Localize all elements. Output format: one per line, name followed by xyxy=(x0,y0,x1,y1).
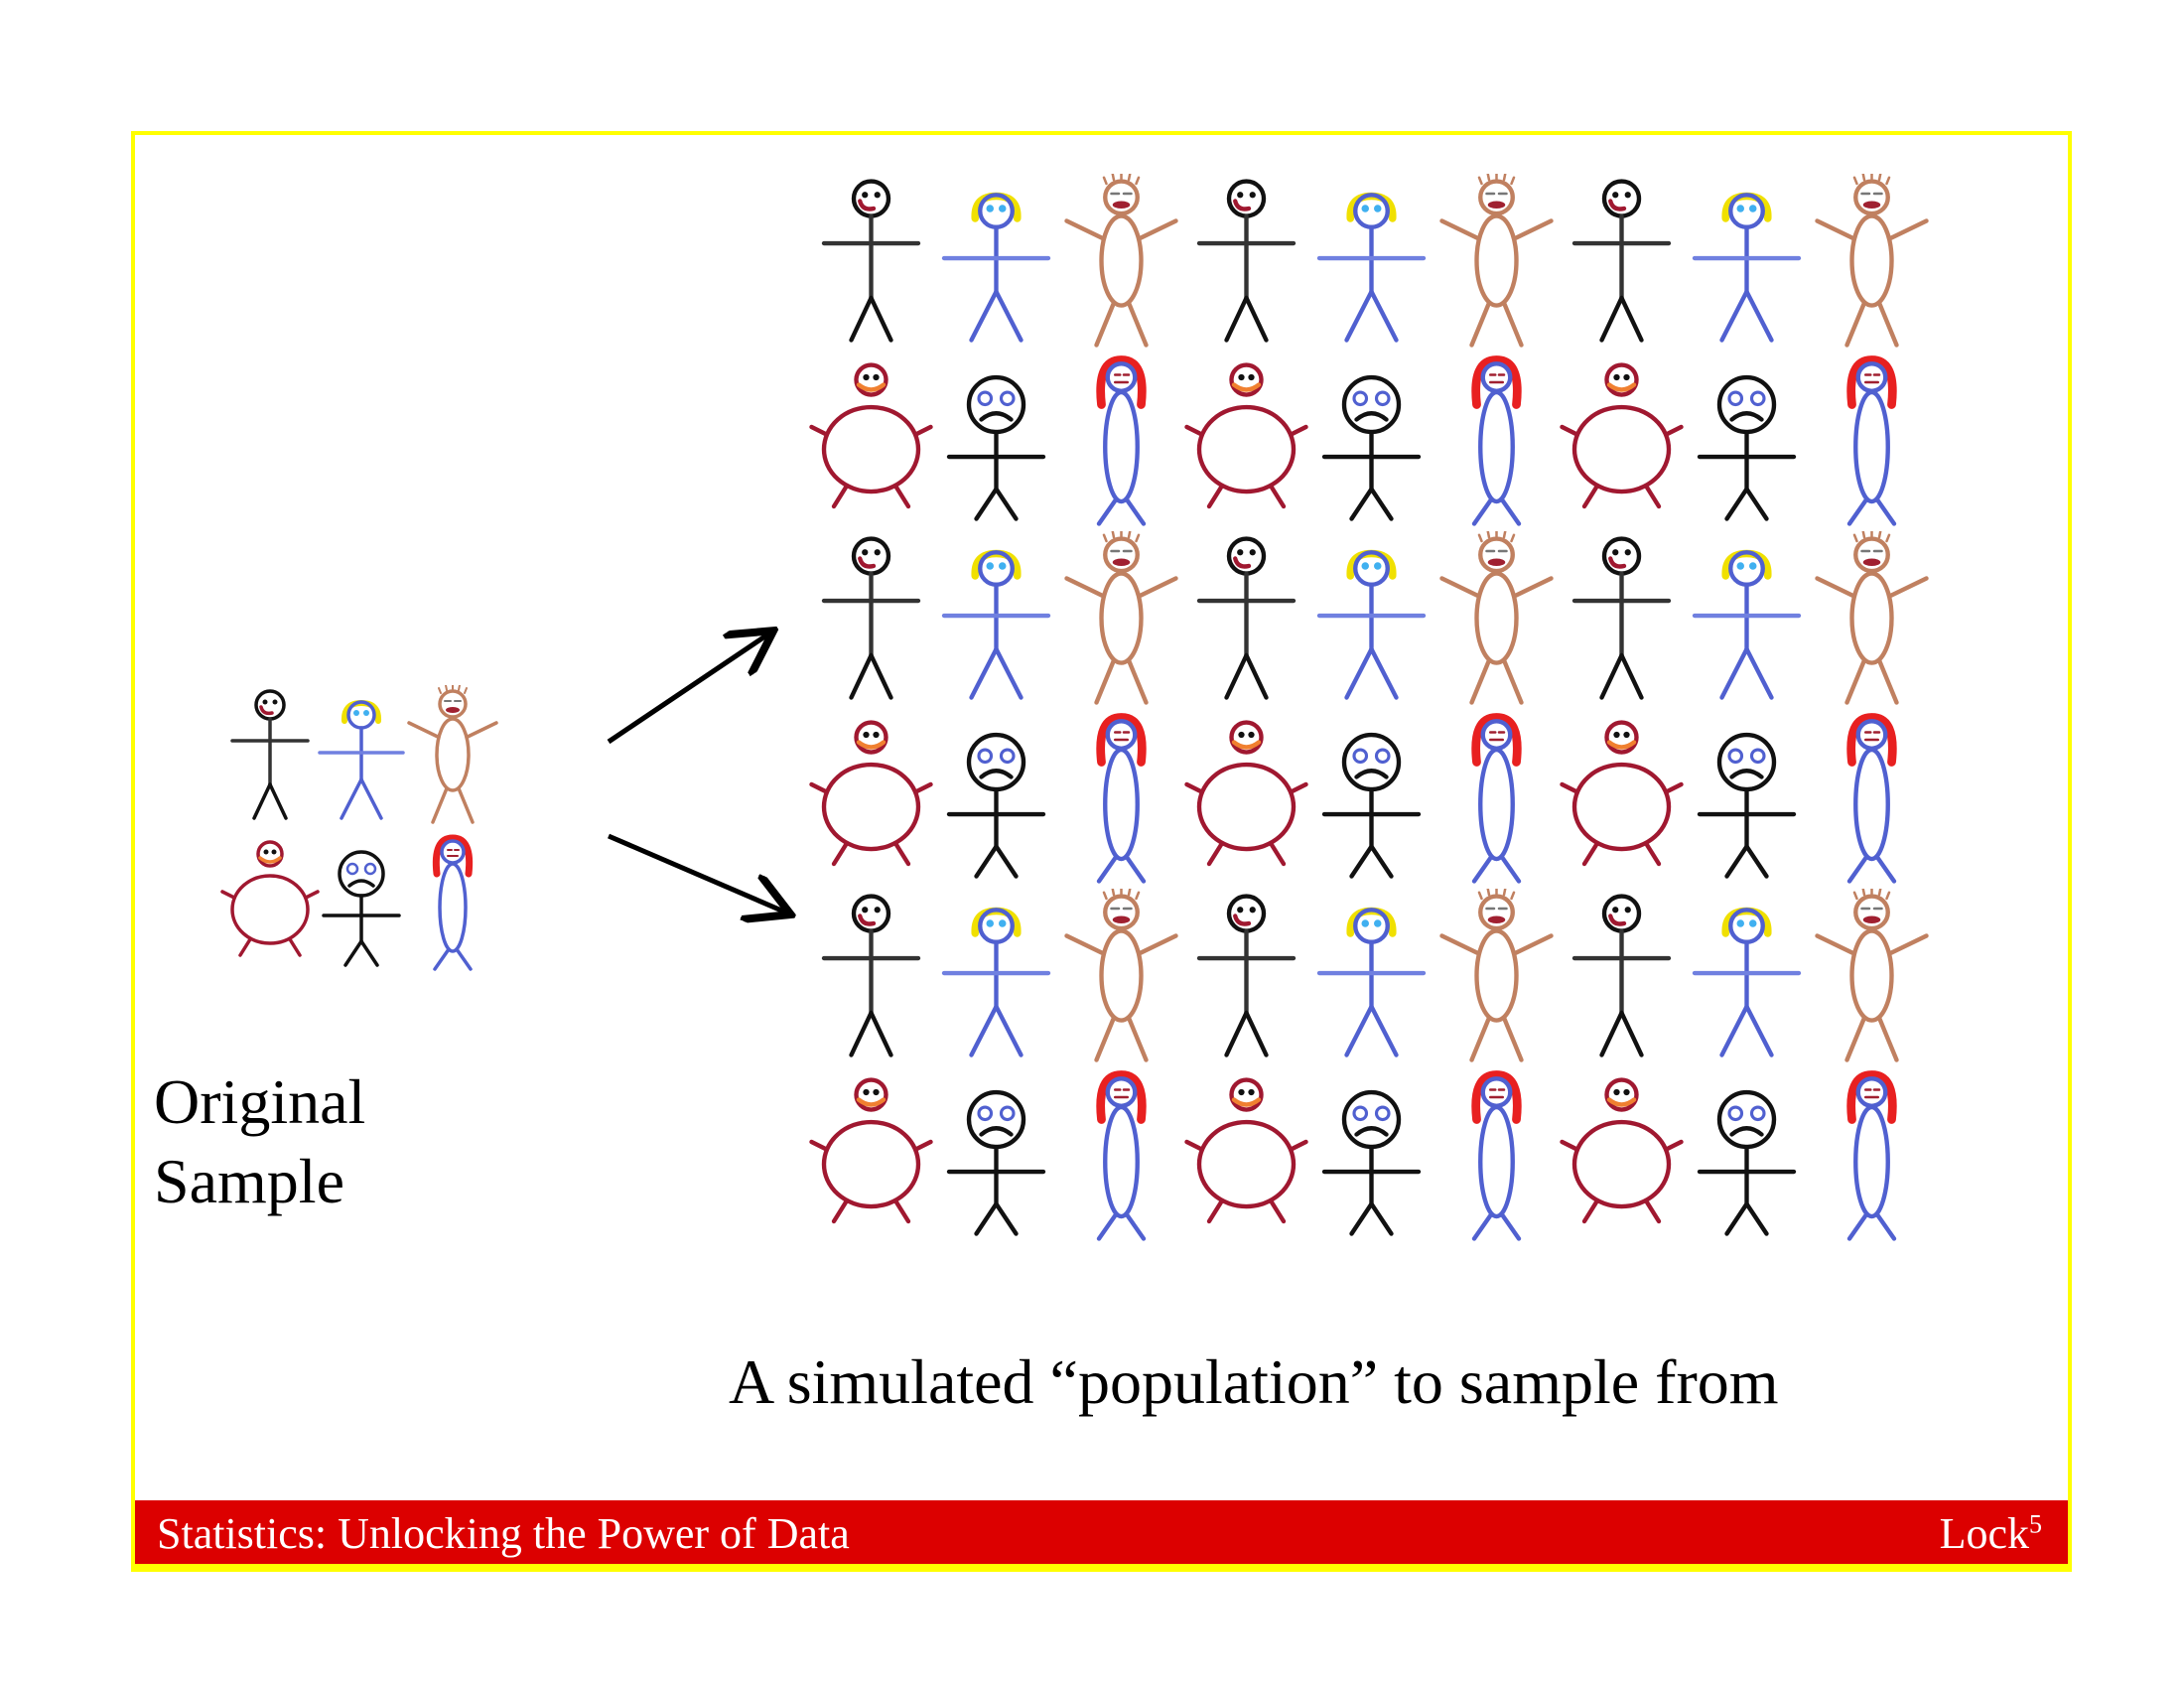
tan-figure-icon xyxy=(1067,173,1176,346)
author-superscript: 5 xyxy=(2029,1509,2042,1539)
round-red-figure-icon xyxy=(1187,365,1306,507)
round-red-figure-icon xyxy=(812,1080,931,1222)
round-red-figure-icon xyxy=(1187,723,1306,865)
author-name: Lock xyxy=(1939,1509,2029,1558)
redhead-figure-icon xyxy=(1849,718,1894,882)
sad-figure-icon xyxy=(949,735,1043,877)
tan-figure-icon xyxy=(1067,888,1176,1060)
sad-figure-icon xyxy=(1700,377,1794,519)
redhead-figure-icon xyxy=(1849,360,1894,524)
tan-figure-icon xyxy=(1442,530,1552,703)
blonde-figure-icon xyxy=(1695,195,1799,340)
round-red-figure-icon xyxy=(1563,1080,1682,1222)
tan-figure-icon xyxy=(1442,888,1552,1060)
blonde-figure-icon xyxy=(1319,552,1424,697)
round-red-figure-icon xyxy=(220,840,320,957)
round-red-figure-icon xyxy=(1187,1080,1306,1222)
population-caption: A simulated “population” to sample from xyxy=(729,1346,1779,1417)
tan-figure-icon xyxy=(1818,173,1927,346)
sad-figure-icon xyxy=(1700,735,1794,877)
stick-man-icon xyxy=(1199,539,1294,698)
blonde-figure-icon xyxy=(944,910,1048,1055)
footer-author: Lock5 xyxy=(1940,1508,2042,1559)
round-red-figure-icon xyxy=(1563,723,1682,865)
population-grid xyxy=(812,173,1927,1239)
footer-bar: Statistics: Unlocking the Power of Data … xyxy=(131,1500,2072,1568)
sad-figure-icon xyxy=(949,377,1043,519)
round-red-figure-icon xyxy=(812,723,931,865)
sad-figure-icon xyxy=(1324,1092,1419,1234)
tan-figure-icon xyxy=(1818,888,1927,1060)
sad-figure-icon xyxy=(322,850,401,967)
arrow-up-right xyxy=(607,633,769,745)
sad-figure-icon xyxy=(1700,1092,1794,1234)
original-sample-label: Original Sample xyxy=(154,1062,365,1221)
tan-figure-icon xyxy=(1067,530,1176,703)
tan-figure-icon xyxy=(1818,530,1927,703)
blonde-figure-icon xyxy=(944,195,1048,340)
redhead-figure-icon xyxy=(1099,718,1144,882)
blonde-figure-icon xyxy=(1695,552,1799,697)
stick-man-icon xyxy=(1574,897,1669,1055)
blonde-figure-icon xyxy=(1695,910,1799,1055)
footer-title: Statistics: Unlocking the Power of Data xyxy=(157,1509,850,1558)
stick-man-icon xyxy=(1574,539,1669,698)
round-red-figure-icon xyxy=(1563,365,1682,507)
sad-figure-icon xyxy=(1324,735,1419,877)
redhead-figure-icon xyxy=(1099,360,1144,524)
redhead-figure-icon xyxy=(1849,1075,1894,1239)
stick-man-icon xyxy=(1199,182,1294,341)
stick-man-icon xyxy=(824,182,918,341)
tan-figure-icon xyxy=(1442,173,1552,346)
redhead-figure-icon xyxy=(1474,1075,1519,1239)
stick-man-icon xyxy=(230,689,310,820)
blonde-figure-icon xyxy=(1319,910,1424,1055)
tan-figure-icon xyxy=(407,685,498,824)
stick-man-icon xyxy=(1199,897,1294,1055)
redhead-figure-icon xyxy=(435,838,471,969)
label-line-1: Original xyxy=(154,1066,366,1137)
stick-man-icon xyxy=(824,897,918,1055)
original-sample-group xyxy=(220,685,498,969)
sad-figure-icon xyxy=(1324,377,1419,519)
label-line-2: Sample xyxy=(154,1146,344,1216)
blonde-figure-icon xyxy=(320,702,403,818)
blonde-figure-icon xyxy=(1319,195,1424,340)
arrow-down-right xyxy=(608,833,786,913)
redhead-figure-icon xyxy=(1474,718,1519,882)
blonde-figure-icon xyxy=(944,552,1048,697)
stick-man-icon xyxy=(824,539,918,698)
redhead-figure-icon xyxy=(1474,360,1519,524)
redhead-figure-icon xyxy=(1099,1075,1144,1239)
stick-man-icon xyxy=(1574,182,1669,341)
round-red-figure-icon xyxy=(812,365,931,507)
sad-figure-icon xyxy=(949,1092,1043,1234)
